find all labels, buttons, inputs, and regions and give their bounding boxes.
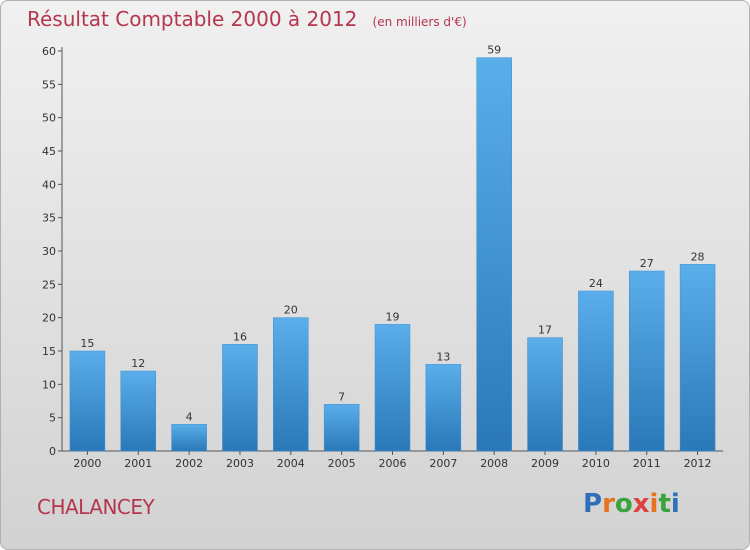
y-tick-label: 10: [42, 378, 56, 391]
bar-2007[interactable]: [425, 364, 462, 452]
y-tick-label: 0: [49, 445, 56, 458]
x-tick-label: 2000: [73, 457, 101, 470]
x-tick-label: 2006: [379, 457, 407, 470]
bar-2006[interactable]: [374, 324, 411, 452]
bar-value-label: 12: [131, 357, 145, 370]
logo-letter: o: [614, 489, 633, 519]
x-tick-label: 2011: [633, 457, 661, 470]
y-tick-label: 20: [42, 312, 56, 325]
bar-2010[interactable]: [578, 290, 614, 452]
x-tick-label: 2004: [277, 457, 305, 470]
bar-value-label: 59: [487, 44, 501, 57]
bar-value-label: 19: [386, 310, 400, 323]
bar-2011[interactable]: [628, 270, 665, 452]
y-tick-label: 40: [42, 178, 56, 191]
y-tick-label: 55: [42, 78, 56, 91]
logo-letter: r: [602, 489, 615, 519]
proxiti-logo[interactable]: Proxiti: [583, 489, 680, 519]
x-tick-label: 2009: [531, 457, 559, 470]
bar-2001[interactable]: [120, 370, 157, 452]
x-tick-label: 2008: [480, 457, 508, 470]
logo-letter: i: [649, 489, 659, 519]
bar-2009[interactable]: [527, 337, 563, 452]
bar-2003[interactable]: [222, 344, 258, 452]
bar-value-label: 7: [338, 390, 345, 403]
x-tick-label: 2005: [328, 457, 356, 470]
y-tick-label: 30: [42, 245, 56, 258]
bar-2000[interactable]: [69, 350, 106, 452]
y-tick-label: 50: [42, 112, 56, 125]
bar-2004[interactable]: [273, 317, 309, 452]
y-tick-label: 25: [42, 278, 56, 291]
logo-letter: P: [583, 489, 603, 519]
x-tick-label: 2012: [684, 457, 712, 470]
title-row: Résultat Comptable 2000 à 2012 (en milli…: [27, 7, 467, 31]
x-tick-label: 2001: [124, 457, 152, 470]
bar-value-label: 17: [538, 324, 552, 337]
x-tick-label: 2003: [226, 457, 254, 470]
bar-value-label: 15: [80, 337, 94, 350]
bar-value-label: 27: [640, 257, 654, 270]
bar-2005[interactable]: [323, 404, 360, 452]
bar-value-label: 28: [691, 250, 705, 263]
chart-subtitle: (en milliers d'€): [372, 15, 467, 29]
logo-letter: t: [658, 489, 671, 519]
bar-value-label: 24: [589, 277, 603, 290]
logo-letter: i: [670, 489, 680, 519]
logo-letter: x: [632, 489, 650, 519]
bar-value-label: 13: [436, 350, 450, 363]
x-tick-label: 2007: [429, 457, 457, 470]
y-tick-label: 5: [49, 412, 56, 425]
bar-value-label: 20: [284, 304, 298, 317]
x-tick-label: 2002: [175, 457, 203, 470]
bar-2008[interactable]: [476, 57, 512, 452]
y-tick-label: 45: [42, 145, 56, 158]
bar-value-label: 16: [233, 330, 247, 343]
y-tick-label: 35: [42, 212, 56, 225]
chart-title: Résultat Comptable 2000 à 2012: [27, 7, 358, 31]
y-tick-label: 60: [42, 45, 56, 58]
y-tick-label: 15: [42, 345, 56, 358]
commune-name: CHALANCEY: [37, 495, 155, 519]
bar-value-label: 4: [186, 410, 193, 423]
bar-2012[interactable]: [679, 264, 716, 452]
bar-2002[interactable]: [171, 424, 207, 452]
x-tick-label: 2010: [582, 457, 610, 470]
